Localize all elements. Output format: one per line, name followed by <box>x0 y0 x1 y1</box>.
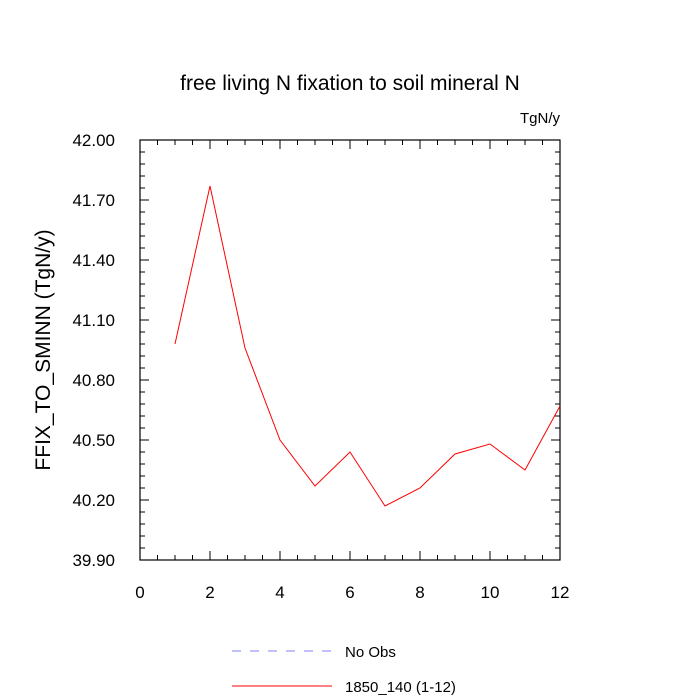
y-tick-label: 42.00 <box>72 131 115 150</box>
series-line <box>174 185 561 507</box>
y-tick-label: 41.10 <box>72 311 115 330</box>
y-tick-label: 39.90 <box>72 551 115 570</box>
chart-title: free living N fixation to soil mineral N <box>180 72 520 95</box>
legend-label: No Obs <box>345 644 396 661</box>
x-tick-label: 10 <box>481 583 500 602</box>
legend: No Obs 1850_140 (1-12) <box>232 644 456 696</box>
y-tick-label: 41.70 <box>72 191 115 210</box>
y-axis-label: FFIX_TO_SMINN (TgN/y) <box>32 229 55 470</box>
x-tick-label: 4 <box>275 583 284 602</box>
x-tick-label: 6 <box>345 583 354 602</box>
plot-area: 0 2 4 6 8 10 12 39.90 40.20 40.50 40.80 41.10 41.40 4… <box>72 131 569 602</box>
x-tick-label: 2 <box>205 583 214 602</box>
y-tick-label: 40.20 <box>72 491 115 510</box>
units-label: TgN/y <box>520 110 561 127</box>
y-tick-label: 41.40 <box>72 251 115 270</box>
x-tick-label: 0 <box>135 583 144 602</box>
x-tick-label: 12 <box>551 583 570 602</box>
plot-frame <box>139 139 561 561</box>
y-tick-label: 40.50 <box>72 431 115 450</box>
y-tick-label: 40.80 <box>72 371 115 390</box>
x-tick-label: 8 <box>415 583 424 602</box>
legend-label: 1850_140 (1-12) <box>345 679 456 696</box>
